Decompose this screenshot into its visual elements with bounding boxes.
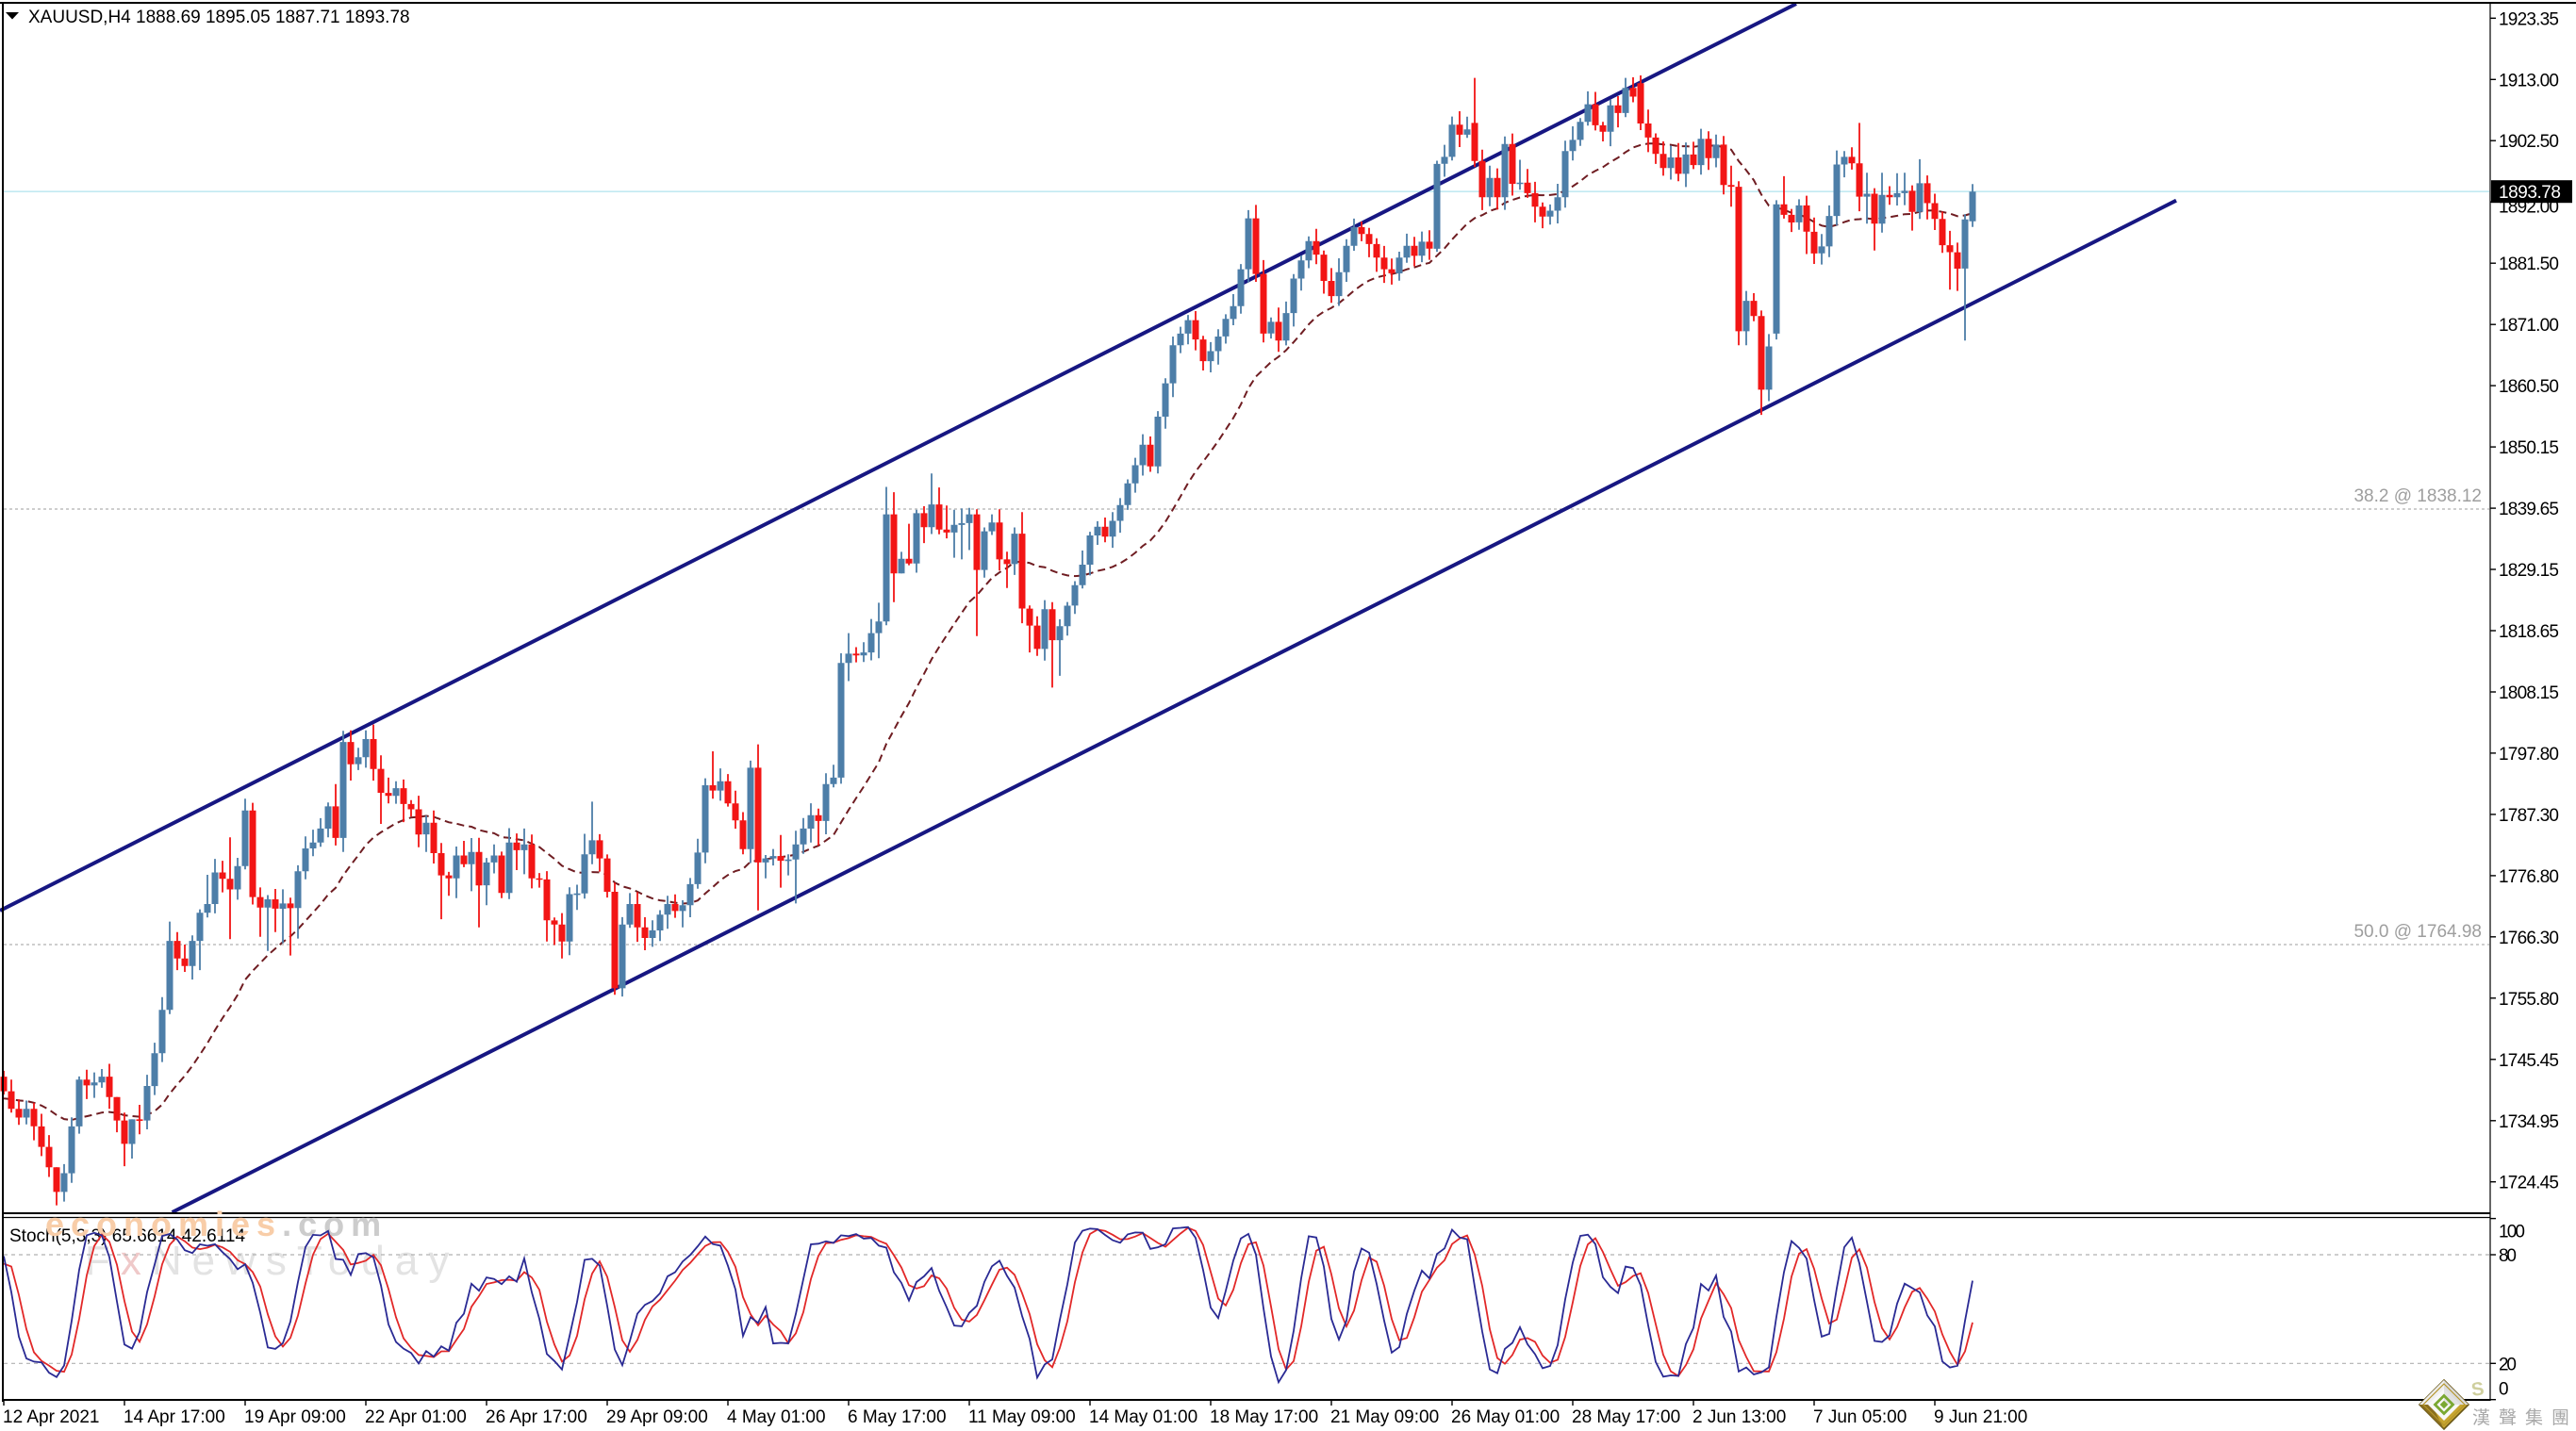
svg-text:S: S: [2470, 1378, 2485, 1401]
svg-text:50.0 @ 1764.98: 50.0 @ 1764.98: [2353, 922, 2482, 942]
svg-text:1724.45: 1724.45: [2499, 1174, 2559, 1193]
svg-text:1745.45: 1745.45: [2499, 1051, 2559, 1071]
svg-text:1808.15: 1808.15: [2499, 683, 2559, 703]
svg-text:2 Jun 13:00: 2 Jun 13:00: [1693, 1407, 1786, 1427]
svg-text:FxNewsToday: FxNewsToday: [85, 1238, 459, 1284]
svg-text:1881.50: 1881.50: [2499, 255, 2559, 274]
svg-text:14 May 01:00: 14 May 01:00: [1089, 1407, 1197, 1427]
svg-text:4 May 01:00: 4 May 01:00: [727, 1407, 826, 1427]
svg-text:29 Apr 09:00: 29 Apr 09:00: [606, 1407, 708, 1427]
svg-text:12 Apr 2021: 12 Apr 2021: [3, 1407, 99, 1427]
svg-text:1818.65: 1818.65: [2499, 622, 2559, 642]
svg-text:14 Apr 17:00: 14 Apr 17:00: [124, 1407, 225, 1427]
svg-text:1829.15: 1829.15: [2499, 561, 2559, 581]
svg-text:漢聲集團: 漢聲集團: [2472, 1407, 2576, 1428]
svg-text:22 Apr 01:00: 22 Apr 01:00: [365, 1407, 467, 1427]
svg-text:1787.30: 1787.30: [2499, 806, 2559, 826]
svg-text:19 Apr 09:00: 19 Apr 09:00: [244, 1407, 346, 1427]
svg-text:80: 80: [2499, 1246, 2517, 1266]
svg-text:11 May 09:00: 11 May 09:00: [968, 1407, 1076, 1427]
svg-text:26 May 01:00: 26 May 01:00: [1451, 1407, 1560, 1427]
svg-text:1893.78: 1893.78: [2499, 183, 2561, 203]
svg-text:1734.95: 1734.95: [2499, 1112, 2559, 1132]
svg-text:0: 0: [2499, 1380, 2509, 1400]
svg-text:38.2 @ 1838.12: 38.2 @ 1838.12: [2353, 486, 2482, 506]
svg-text:6 May 17:00: 6 May 17:00: [848, 1407, 947, 1427]
svg-text:1850.15: 1850.15: [2499, 438, 2559, 458]
svg-text:1766.30: 1766.30: [2499, 929, 2559, 948]
svg-text:9 Jun 21:00: 9 Jun 21:00: [1934, 1407, 2027, 1427]
svg-text:26 Apr 17:00: 26 Apr 17:00: [486, 1407, 587, 1427]
svg-text:20: 20: [2499, 1355, 2517, 1374]
svg-text:1923.35: 1923.35: [2499, 9, 2559, 29]
svg-text:1776.80: 1776.80: [2499, 867, 2559, 887]
svg-text:1902.50: 1902.50: [2499, 132, 2559, 152]
svg-text:Stoch(5,3,3) 65.6614 42.6114: Stoch(5,3,3) 65.6614 42.6114: [9, 1226, 245, 1246]
svg-text:1755.80: 1755.80: [2499, 990, 2559, 1010]
svg-text:1839.65: 1839.65: [2499, 500, 2559, 519]
svg-text:28 May 17:00: 28 May 17:00: [1572, 1407, 1680, 1427]
svg-text:100: 100: [2499, 1223, 2525, 1242]
svg-text:7 Jun 05:00: 7 Jun 05:00: [1813, 1407, 1907, 1427]
svg-text:1860.50: 1860.50: [2499, 377, 2559, 397]
svg-text:21 May 09:00: 21 May 09:00: [1330, 1407, 1439, 1427]
svg-text:1871.00: 1871.00: [2499, 316, 2559, 336]
svg-text:1797.80: 1797.80: [2499, 745, 2559, 765]
svg-text:XAUUSD,H4 1888.69 1895.05 1887: XAUUSD,H4 1888.69 1895.05 1887.71 1893.7…: [28, 8, 410, 27]
svg-text:1913.00: 1913.00: [2499, 71, 2559, 90]
svg-text:18 May 17:00: 18 May 17:00: [1210, 1407, 1318, 1427]
